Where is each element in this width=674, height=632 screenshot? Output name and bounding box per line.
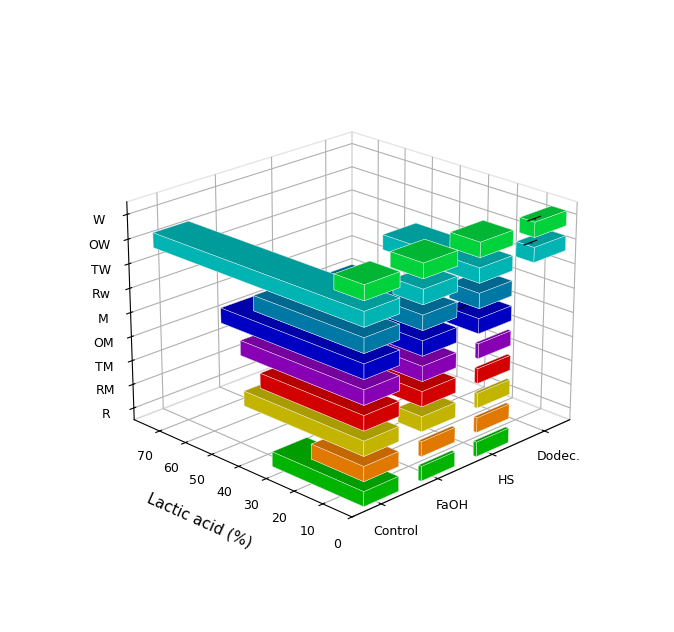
Y-axis label: Lactic acid (%): Lactic acid (%) (144, 490, 254, 550)
